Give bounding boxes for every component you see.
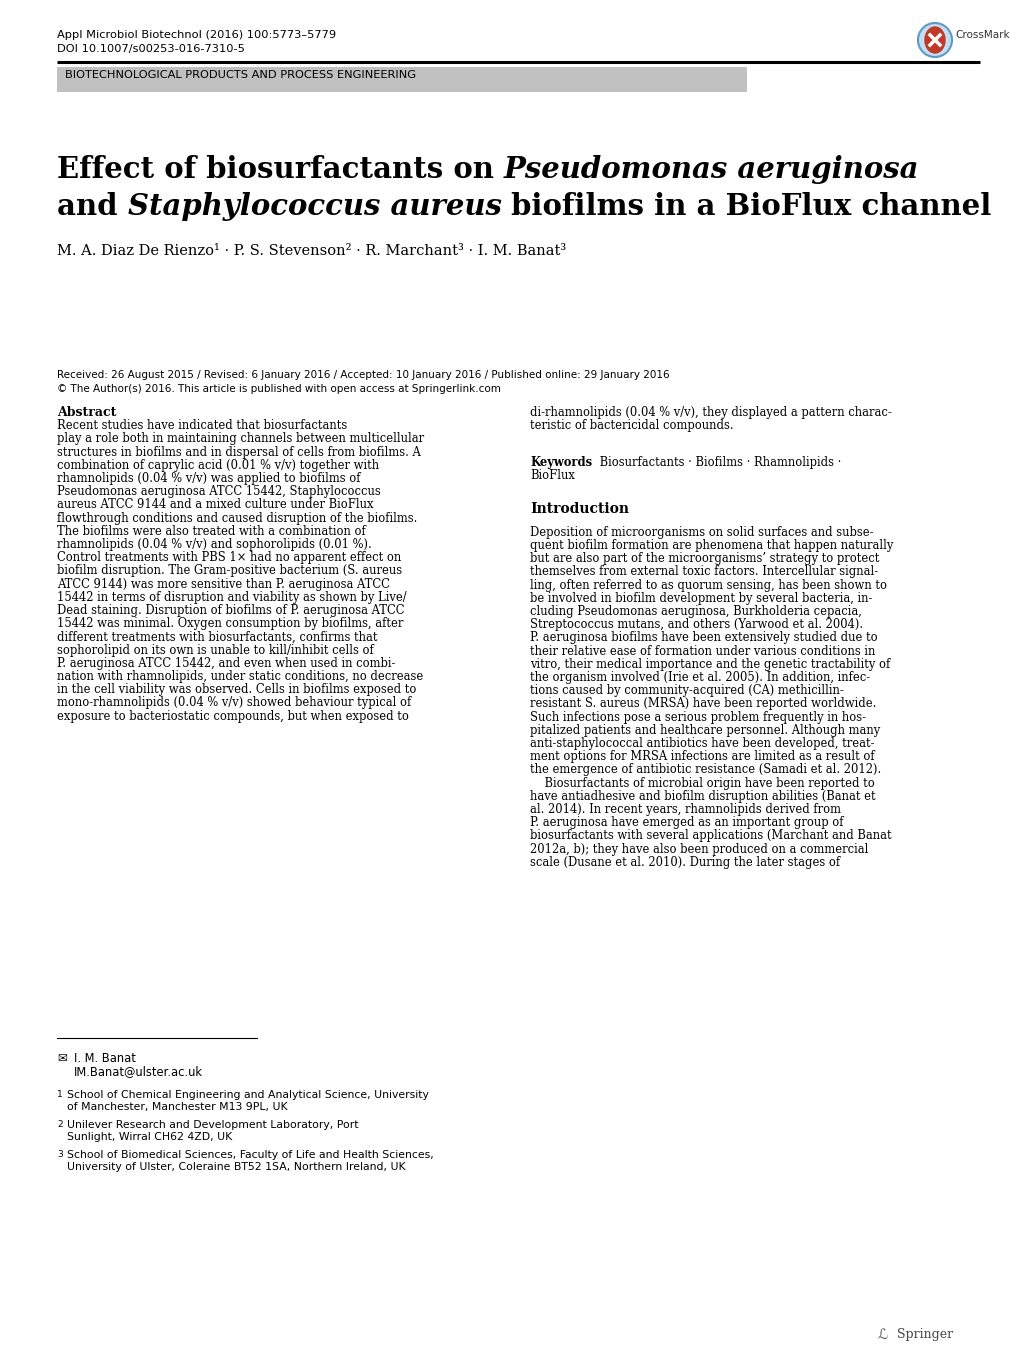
Text: Recent studies have indicated that biosurfactants: Recent studies have indicated that biosu…: [57, 419, 346, 432]
Text: 2012a, b); they have also been produced on a commercial: 2012a, b); they have also been produced …: [530, 843, 867, 855]
Text: different treatments with biosurfactants, confirms that: different treatments with biosurfactants…: [57, 630, 377, 644]
Text: Introduction: Introduction: [530, 501, 629, 516]
Text: teristic of bactericidal compounds.: teristic of bactericidal compounds.: [530, 419, 733, 432]
Text: Appl Microbiol Biotechnol (2016) 100:5773–5779: Appl Microbiol Biotechnol (2016) 100:577…: [57, 30, 336, 41]
Text: CrossMark: CrossMark: [954, 30, 1009, 41]
Text: biofilm disruption. The Gram-positive bacterium (S. aureus: biofilm disruption. The Gram-positive ba…: [57, 565, 401, 577]
Text: School of Biomedical Sciences, Faculty of Life and Health Sciences,
University o: School of Biomedical Sciences, Faculty o…: [67, 1150, 433, 1172]
Text: quent biofilm formation are phenomena that happen naturally: quent biofilm formation are phenomena th…: [530, 539, 893, 551]
Text: the organism involved (Irie et al. 2005). In addition, infec-: the organism involved (Irie et al. 2005)…: [530, 671, 869, 684]
Text: resistant S. aureus (MRSA) have been reported worldwide.: resistant S. aureus (MRSA) have been rep…: [530, 698, 875, 710]
Text: mono-rhamnolipids (0.04 % v/v) showed behaviour typical of: mono-rhamnolipids (0.04 % v/v) showed be…: [57, 696, 411, 710]
Text: nation with rhamnolipids, under static conditions, no decrease: nation with rhamnolipids, under static c…: [57, 669, 423, 683]
Text: 2: 2: [57, 1121, 62, 1129]
Text: but are also part of the microorganisms’ strategy to protect: but are also part of the microorganisms’…: [530, 551, 878, 565]
Text: © The Author(s) 2016. This article is published with open access at Springerlink: © The Author(s) 2016. This article is pu…: [57, 383, 500, 394]
Text: cluding Pseudomonas aeruginosa, Burkholderia cepacia,: cluding Pseudomonas aeruginosa, Burkhold…: [530, 604, 861, 618]
Text: combination of caprylic acid (0.01 % v/v) together with: combination of caprylic acid (0.01 % v/v…: [57, 459, 379, 472]
Text: and: and: [57, 192, 127, 221]
Text: School of Chemical Engineering and Analytical Science, University
of Manchester,: School of Chemical Engineering and Analy…: [67, 1089, 428, 1111]
Text: Received: 26 August 2015 / Revised: 6 January 2016 / Accepted: 10 January 2016 /: Received: 26 August 2015 / Revised: 6 Ja…: [57, 370, 668, 379]
Bar: [57, 66, 746, 92]
Text: Springer: Springer: [892, 1328, 952, 1341]
Text: rhamnolipids (0.04 % v/v) was applied to biofilms of: rhamnolipids (0.04 % v/v) was applied to…: [57, 472, 360, 485]
Text: anti-staphylococcal antibiotics have been developed, treat-: anti-staphylococcal antibiotics have bee…: [530, 737, 873, 749]
Text: 15442 was minimal. Oxygen consumption by biofilms, after: 15442 was minimal. Oxygen consumption by…: [57, 617, 403, 630]
Text: I. M. Banat: I. M. Banat: [74, 1051, 136, 1065]
Text: biosurfactants with several applications (Marchant and Banat: biosurfactants with several applications…: [530, 829, 891, 843]
Text: ℒ: ℒ: [877, 1328, 888, 1341]
Text: P. aeruginosa have emerged as an important group of: P. aeruginosa have emerged as an importa…: [530, 816, 843, 829]
Text: DOI 10.1007/s00253-016-7310-5: DOI 10.1007/s00253-016-7310-5: [57, 43, 245, 54]
Text: have antiadhesive and biofilm disruption abilities (Banat et: have antiadhesive and biofilm disruption…: [530, 790, 874, 802]
Text: ✉: ✉: [57, 1051, 67, 1065]
Text: Deposition of microorganisms on solid surfaces and subse-: Deposition of microorganisms on solid su…: [530, 526, 872, 539]
Text: exposure to bacteriostatic compounds, but when exposed to: exposure to bacteriostatic compounds, bu…: [57, 710, 409, 722]
Text: vitro, their medical importance and the genetic tractability of: vitro, their medical importance and the …: [530, 657, 890, 671]
Text: Unilever Research and Development Laboratory, Port
Sunlight, Wirral CH62 4ZD, UK: Unilever Research and Development Labora…: [67, 1121, 358, 1142]
Text: tions caused by community-acquired (CA) methicillin-: tions caused by community-acquired (CA) …: [530, 684, 843, 698]
Text: themselves from external toxic factors. Intercellular signal-: themselves from external toxic factors. …: [530, 565, 877, 579]
Text: aureus ATCC 9144 and a mixed culture under BioFlux: aureus ATCC 9144 and a mixed culture und…: [57, 499, 373, 511]
Text: rhamnolipids (0.04 % v/v) and sophorolipids (0.01 %).: rhamnolipids (0.04 % v/v) and sophorolip…: [57, 538, 371, 551]
Ellipse shape: [924, 27, 944, 53]
Text: be involved in biofilm development by several bacteria, in-: be involved in biofilm development by se…: [530, 592, 871, 604]
Text: Dead staining. Disruption of biofilms of P. aeruginosa ATCC: Dead staining. Disruption of biofilms of…: [57, 604, 405, 617]
Text: Pseudomonas aeruginosa ATCC 15442, Staphylococcus: Pseudomonas aeruginosa ATCC 15442, Staph…: [57, 485, 380, 499]
Text: BioFlux: BioFlux: [530, 469, 575, 482]
Text: Such infections pose a serious problem frequently in hos-: Such infections pose a serious problem f…: [530, 710, 865, 724]
Text: di-rhamnolipids (0.04 % v/v), they displayed a pattern charac-: di-rhamnolipids (0.04 % v/v), they displ…: [530, 406, 891, 419]
Text: Abstract: Abstract: [57, 406, 116, 419]
Text: 1: 1: [57, 1089, 63, 1099]
Text: pitalized patients and healthcare personnel. Although many: pitalized patients and healthcare person…: [530, 724, 879, 737]
Text: ment options for MRSA infections are limited as a result of: ment options for MRSA infections are lim…: [530, 751, 873, 763]
Text: ling, often referred to as quorum sensing, has been shown to: ling, often referred to as quorum sensin…: [530, 579, 887, 592]
Text: 3: 3: [57, 1150, 63, 1159]
Circle shape: [917, 23, 951, 57]
Text: M. A. Diaz De Rienzo¹ · P. S. Stevenson² · R. Marchant³ · I. M. Banat³: M. A. Diaz De Rienzo¹ · P. S. Stevenson²…: [57, 244, 566, 257]
Text: flowthrough conditions and caused disruption of the biofilms.: flowthrough conditions and caused disrup…: [57, 512, 417, 524]
Text: Biosurfactants · Biofilms · Rhamnolipids ·: Biosurfactants · Biofilms · Rhamnolipids…: [595, 455, 841, 469]
Text: P. aeruginosa ATCC 15442, and even when used in combi-: P. aeruginosa ATCC 15442, and even when …: [57, 657, 395, 669]
Text: structures in biofilms and in dispersal of cells from biofilms. A: structures in biofilms and in dispersal …: [57, 446, 421, 458]
Text: IM.Banat@ulster.ac.uk: IM.Banat@ulster.ac.uk: [74, 1065, 203, 1079]
Text: Biosurfactants of microbial origin have been reported to: Biosurfactants of microbial origin have …: [530, 776, 874, 790]
Text: biofilms in a BioFlux channel: biofilms in a BioFlux channel: [501, 192, 990, 221]
Text: scale (Dusane et al. 2010). During the later stages of: scale (Dusane et al. 2010). During the l…: [530, 856, 840, 869]
Text: Keywords: Keywords: [530, 455, 592, 469]
Text: Pseudomonas aeruginosa: Pseudomonas aeruginosa: [503, 154, 918, 184]
Text: the emergence of antibiotic resistance (Samadi et al. 2012).: the emergence of antibiotic resistance (…: [530, 763, 880, 776]
Text: 15442 in terms of disruption and viability as shown by Live/: 15442 in terms of disruption and viabili…: [57, 591, 407, 604]
Text: play a role both in maintaining channels between multicellular: play a role both in maintaining channels…: [57, 432, 424, 446]
Text: P. aeruginosa biofilms have been extensively studied due to: P. aeruginosa biofilms have been extensi…: [530, 631, 876, 645]
Text: Effect of biosurfactants on: Effect of biosurfactants on: [57, 154, 503, 184]
Text: ATCC 9144) was more sensitive than P. aeruginosa ATCC: ATCC 9144) was more sensitive than P. ae…: [57, 577, 389, 591]
Text: Control treatments with PBS 1× had no apparent effect on: Control treatments with PBS 1× had no ap…: [57, 551, 400, 564]
Text: Staphylococcus aureus: Staphylococcus aureus: [127, 192, 501, 221]
Text: al. 2014). In recent years, rhamnolipids derived from: al. 2014). In recent years, rhamnolipids…: [530, 804, 841, 816]
Text: their relative ease of formation under various conditions in: their relative ease of formation under v…: [530, 645, 874, 657]
Text: in the cell viability was observed. Cells in biofilms exposed to: in the cell viability was observed. Cell…: [57, 683, 416, 696]
Text: BIOTECHNOLOGICAL PRODUCTS AND PROCESS ENGINEERING: BIOTECHNOLOGICAL PRODUCTS AND PROCESS EN…: [65, 70, 416, 80]
Text: The biofilms were also treated with a combination of: The biofilms were also treated with a co…: [57, 524, 366, 538]
Text: sophorolipid on its own is unable to kill/inhibit cells of: sophorolipid on its own is unable to kil…: [57, 644, 373, 657]
Text: Streptococcus mutans, and others (Yarwood et al. 2004).: Streptococcus mutans, and others (Yarwoo…: [530, 618, 862, 631]
